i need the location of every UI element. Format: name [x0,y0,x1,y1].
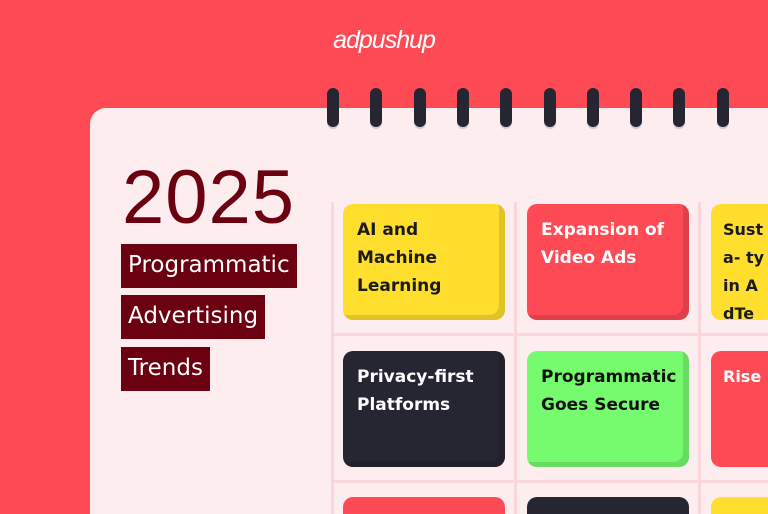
binder-ring-icon [456,88,469,127]
binder-ring-icon [543,88,556,127]
grid-line [698,202,701,514]
tile-row3-2 [527,497,689,514]
title-line-3: Trends [121,347,210,391]
binder-ring-icon [716,88,729,127]
grid-line [332,333,768,336]
tile-sustainability: Susta- ty in AdTe [711,204,768,323]
tile-row3-1 [343,497,505,514]
adpushup-logo: adpushup [333,26,436,54]
binder-ring-icon [413,88,426,127]
binder-ring-icon [673,88,686,127]
tile-video-ads: Expansion of Video Ads [527,204,689,320]
grid-line [331,202,334,514]
tile-privacy-first: Privacy-first Platforms [343,351,505,467]
binder-ring-icon [370,88,383,127]
year-heading: 2025 [122,155,296,240]
title-line-1: Programmatic [121,244,297,288]
binder-ring-icon [500,88,513,127]
binder-ring-icon [327,88,339,127]
grid-line [332,480,768,483]
tile-row3-3 [711,497,768,514]
binder-ring-icon [630,88,643,127]
grid-line [514,202,517,514]
tile-ai-machine-learning: AI and Machine Learning [343,204,505,320]
tile-rise: Rise [711,351,768,467]
tile-programmatic-secure: Programmatic Goes Secure [527,351,689,467]
binder-ring-icon [586,88,599,127]
title-line-2: Advertising [121,295,266,339]
tile-label: Susta- ty in AdTe [723,220,765,323]
